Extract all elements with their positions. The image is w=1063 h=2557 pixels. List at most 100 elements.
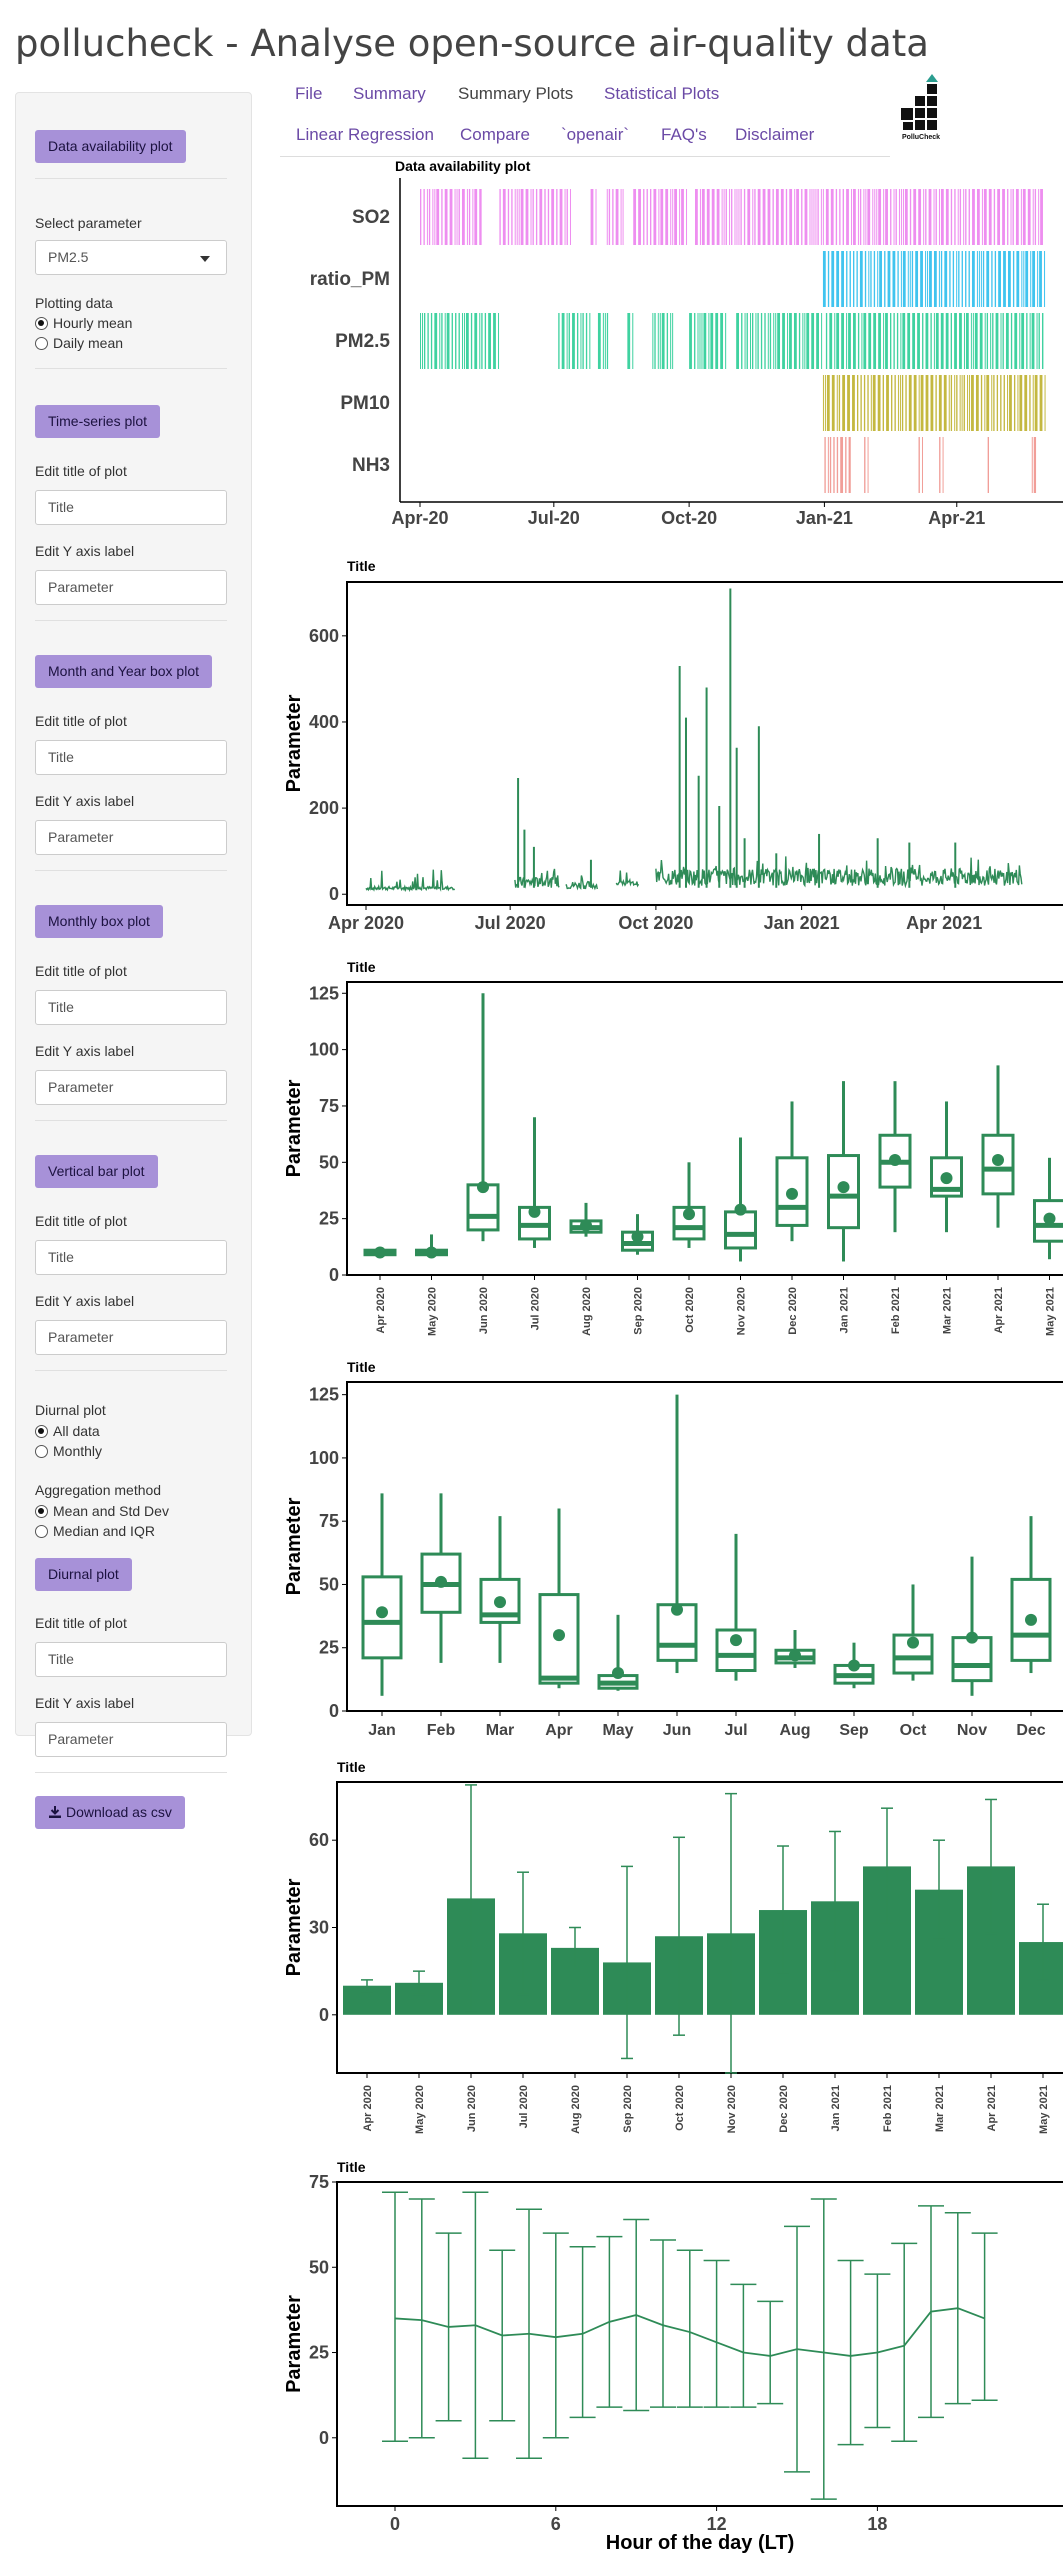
box-mean-point [734,1203,747,1216]
x-tick-label: Feb 2021 [882,2085,894,2132]
title-input[interactable]: Title [35,490,227,525]
time-series-plot-button[interactable]: Time-series plot [35,405,161,438]
availability-bar [864,251,867,307]
box-mean-point [1043,1212,1056,1225]
availability-bar [612,189,614,245]
x-tick-label: May 2021 [1038,2085,1050,2134]
x-tick-label: Jul 2020 [475,913,546,933]
availability-bar [971,251,975,307]
y-label-input[interactable]: Parameter [35,1070,227,1105]
tab-linear-regression[interactable]: Linear Regression [296,125,434,144]
data-availability-plot-button[interactable]: Data availability plot [35,130,186,163]
availability-bar [944,251,948,307]
availability-bar [701,189,705,245]
availability-bar [659,313,661,369]
box-mean-point [966,1631,978,1644]
availability-bar [681,189,684,245]
hourly-mean-label: Hourly mean [53,315,133,331]
availability-bar [820,189,822,245]
availability-bar [864,437,866,493]
parameter-select[interactable]: PM2.5 [35,240,227,275]
tab-compare[interactable]: Compare [460,125,530,144]
tab-faqs[interactable]: FAQ's [661,125,707,144]
availability-bar [658,189,660,245]
availability-bar [468,189,471,245]
title-input[interactable]: Title [35,1240,227,1275]
monthly-radio[interactable]: Monthly [35,1443,102,1459]
download-csv-button[interactable]: Download as csv [35,1796,185,1829]
availability-bar [1016,251,1020,307]
availability-bar [959,313,962,369]
availability-bar [935,189,937,245]
tab-statistical-plots[interactable]: Statistical Plots [604,84,720,103]
availability-bar [933,251,937,307]
availability-bar [900,189,902,245]
y-label-input[interactable]: Parameter [35,820,227,855]
availability-bar [840,437,844,493]
vertical-bar-plot-button[interactable]: Vertical bar plot [35,1155,158,1188]
availability-bar [1029,313,1031,369]
y-tick-label: 30 [309,1918,329,1938]
availability-bar [963,313,965,369]
edit-y-label: Edit Y axis label [35,793,135,809]
mean-std-label: Mean and Std Dev [53,1503,169,1519]
y-label-input[interactable]: Parameter [35,1320,227,1355]
availability-bar [1007,189,1009,245]
daily-mean-radio[interactable]: Daily mean [35,335,123,351]
box-mean-point [683,1208,695,1221]
all-data-radio[interactable]: All data [35,1423,100,1439]
availability-bar [907,313,911,369]
y-tick-label: 75 [309,2172,329,2192]
availability-bar [1038,189,1040,245]
y-label-input[interactable]: Parameter [35,1722,227,1757]
edit-title-label: Edit title of plot [35,713,127,729]
tab-file[interactable]: File [295,84,323,103]
availability-bar [734,189,736,245]
availability-bar [568,313,570,369]
diurnal-plot-button[interactable]: Diurnal plot [35,1558,132,1591]
availability-bar [839,189,841,245]
availability-bar [979,313,983,369]
availability-bar [825,189,829,245]
availability-bar [821,313,823,369]
tab-disclaimer[interactable]: Disclaimer [735,125,815,144]
availability-bar [1023,251,1025,307]
availability-bar [699,313,701,369]
availability-bar [608,189,611,245]
availability-bar [954,375,956,431]
tab-summary-plots[interactable]: Summary Plots [458,84,574,103]
month-year-box-plot-button[interactable]: Month and Year box plot [35,655,213,688]
availability-bar [976,189,980,245]
availability-bar [811,189,813,245]
title-input[interactable]: Title [35,740,227,775]
x-tick-label: Jan 2021 [764,913,840,933]
availability-bar [813,189,815,245]
title-input[interactable]: Title [35,990,227,1025]
series-line [615,870,640,888]
availability-bar [750,313,751,369]
tab-openair[interactable]: `openair` [561,125,630,144]
availability-bar [420,313,421,369]
y-tick-label: 50 [309,2257,329,2277]
availability-bar [829,313,833,369]
availability-bar [826,375,830,431]
availability-bar [976,251,978,307]
availability-bar [1000,375,1002,431]
y-label-input[interactable]: Parameter [35,570,227,605]
tab-summary[interactable]: Summary [353,84,426,103]
series-line [514,868,560,889]
availability-bar [990,313,992,369]
availability-bar [470,313,473,369]
title-input[interactable]: Title [35,1642,227,1677]
availability-bar [956,251,958,307]
median-iqr-radio[interactable]: Median and IQR [35,1523,155,1539]
sidebar-divider [35,1120,227,1121]
availability-bar [518,189,520,245]
y-tick-label: 50 [319,1574,339,1594]
mean-std-radio[interactable]: Mean and Std Dev [35,1503,169,1519]
hourly-mean-radio[interactable]: Hourly mean [35,315,132,331]
y-tick-label: 600 [309,626,339,646]
availability-bar [927,251,929,307]
row-label: PM2.5 [335,331,390,352]
monthly-box-plot-button[interactable]: Monthly box plot [35,905,163,938]
